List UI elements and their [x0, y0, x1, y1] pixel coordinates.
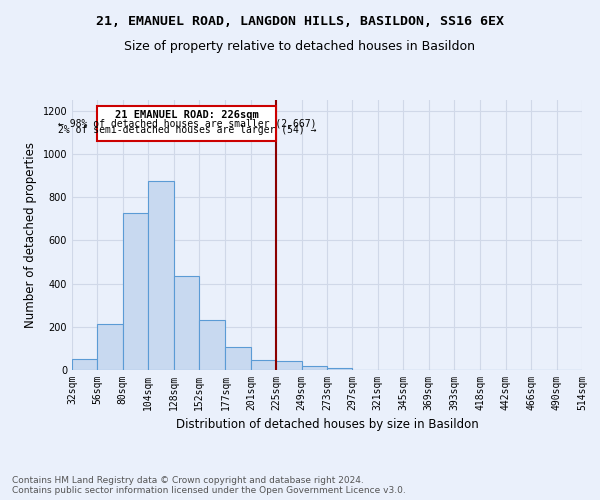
- Bar: [251, 360, 276, 370]
- Text: ← 98% of detached houses are smaller (2,667): ← 98% of detached houses are smaller (2,…: [58, 118, 316, 128]
- Bar: [276, 362, 302, 370]
- Text: 21, EMANUEL ROAD, LANGDON HILLS, BASILDON, SS16 6EX: 21, EMANUEL ROAD, LANGDON HILLS, BASILDO…: [96, 15, 504, 28]
- Bar: [97, 324, 123, 370]
- Bar: [302, 366, 327, 370]
- Bar: [226, 347, 251, 370]
- Bar: [199, 320, 226, 370]
- Bar: [123, 214, 148, 370]
- X-axis label: Distribution of detached houses by size in Basildon: Distribution of detached houses by size …: [176, 418, 478, 432]
- Text: 2% of semi-detached houses are larger (54) →: 2% of semi-detached houses are larger (5…: [58, 125, 316, 135]
- Text: Size of property relative to detached houses in Basildon: Size of property relative to detached ho…: [125, 40, 476, 53]
- Bar: [72, 359, 97, 370]
- FancyBboxPatch shape: [97, 106, 276, 141]
- Bar: [148, 181, 173, 370]
- Bar: [173, 276, 199, 370]
- Text: Contains HM Land Registry data © Crown copyright and database right 2024.
Contai: Contains HM Land Registry data © Crown c…: [12, 476, 406, 495]
- Bar: [327, 368, 352, 370]
- Text: 21 EMANUEL ROAD: 226sqm: 21 EMANUEL ROAD: 226sqm: [115, 110, 259, 120]
- Y-axis label: Number of detached properties: Number of detached properties: [24, 142, 37, 328]
